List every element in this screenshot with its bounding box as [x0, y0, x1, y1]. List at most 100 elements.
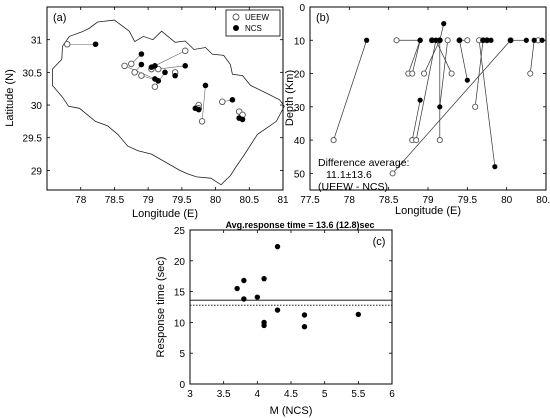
y-tick-label: 0: [179, 380, 185, 391]
x-tick-label: 6: [389, 389, 395, 400]
x-tick-label: 3.5: [217, 389, 231, 400]
ncs-depth-point: [456, 37, 463, 43]
response-time-point: [261, 322, 267, 329]
ncs-depth-point: [492, 164, 498, 170]
depth-pair-line: [439, 40, 449, 107]
ncs-depth-point: [364, 37, 370, 43]
ncs-epicenter-point: [138, 51, 145, 57]
panel-a-map: (a) 78 78.5 79 79.5 80 80.5 81 2929.53030.531 …: [4, 6, 289, 220]
depth-pair-line: [415, 40, 437, 141]
y-tick-label: 5: [179, 349, 185, 360]
panel-c-plot-area: [190, 243, 392, 330]
ueew-depth-point: [448, 70, 455, 77]
response-time-point: [274, 307, 281, 313]
annotation-note: (UEEW - NCS): [318, 181, 388, 193]
ncs-depth-point: [433, 37, 439, 43]
ueew-epicenter-point: [128, 60, 135, 68]
y-tick-label: 10: [294, 36, 306, 47]
panel-a-label: (a): [53, 12, 66, 24]
y-tick-label: 0: [299, 3, 305, 14]
x-tick-label: 78: [75, 195, 87, 206]
panel-a-x-ticks: 78 78.5 79 79.5 80 80.5 81: [75, 7, 289, 206]
ncs-epicenter-point: [195, 106, 202, 113]
ncs-epicenter-point: [92, 41, 99, 48]
panel-a-plot-area: [52, 19, 285, 186]
y-tick-label: 15: [174, 288, 186, 299]
ueew-epicenter-point: [138, 72, 145, 79]
ueew-epicenter-point: [121, 62, 128, 70]
ueew-depth-point: [527, 70, 534, 77]
response-time-point: [254, 294, 261, 300]
x-tick-label: 77.5: [300, 195, 320, 206]
ueew-epicenter-point: [151, 83, 159, 90]
x-tick-label: 78.5: [105, 195, 125, 206]
panel-b-x-ticks: 77.5 78 78.5 79 79.5 80 80.5: [300, 7, 550, 206]
x-tick-label: 3: [187, 389, 193, 400]
legend-ncs-marker: [233, 25, 239, 31]
annotation-title: Difference average:: [318, 157, 409, 169]
panel-c-label: (c): [373, 236, 386, 248]
legend-ueew-label: UEEW: [245, 13, 269, 22]
panel-a-y-ticks: 29 29.5 30 30.5 31: [23, 36, 283, 177]
ncs-depth-point: [441, 21, 447, 27]
x-tick-label: 80.5: [240, 195, 260, 206]
ueew-epicenter-point: [131, 69, 138, 76]
x-tick-label: 80: [210, 195, 222, 206]
ueew-depth-point: [393, 37, 400, 44]
panel-b-annotation: Difference average: 11.1±13.6 (UEEW - NC…: [318, 157, 409, 193]
ncs-epicenter-point: [202, 82, 209, 89]
x-tick-label: 80.5: [536, 195, 550, 206]
legend-ncs-label: NCS: [245, 24, 262, 33]
x-tick-label: 80: [501, 195, 513, 206]
x-tick-label: 4: [255, 389, 261, 400]
ncs-depth-point: [480, 37, 486, 43]
panel-a-y-axis-label: Latitude (N): [4, 69, 16, 126]
ueew-epicenter-point: [63, 41, 71, 48]
depth-pair-line: [392, 40, 511, 174]
panel-b-y-axis-label: Depth (Km): [284, 70, 296, 126]
ueew-depth-point: [444, 37, 451, 44]
depth-pair-line: [435, 40, 452, 74]
panel-a-x-axis-label: Longitude (E): [132, 208, 198, 220]
ncs-depth-point: [437, 37, 443, 43]
depth-pair-line: [478, 40, 496, 167]
panel-c-x-axis-label: M (NCS): [270, 405, 313, 417]
response-time-point: [241, 277, 247, 284]
pair-connector-line: [124, 65, 156, 80]
x-tick-label: 79: [143, 195, 155, 206]
x-tick-label: 78: [344, 195, 356, 206]
ncs-depth-point: [523, 37, 529, 43]
y-tick-label: 25: [174, 226, 186, 237]
ncs-depth-point: [508, 37, 514, 43]
panel-b-x-axis-label: Longitude (E): [395, 205, 461, 217]
ueew-depth-point: [421, 70, 428, 77]
x-tick-label: 5: [322, 389, 328, 400]
annotation-value: 11.1±13.6: [326, 169, 372, 181]
x-tick-label: 78.5: [379, 195, 399, 206]
y-tick-label: 31: [31, 36, 43, 47]
response-time-point: [241, 296, 247, 302]
ncs-depth-point: [488, 37, 494, 43]
panel-c-title: Avg.response time = 13.6 (12.8)sec: [226, 220, 375, 230]
x-tick-label: 79.5: [458, 195, 478, 206]
ueew-depth-point: [464, 37, 471, 44]
y-tick-label: 50: [294, 169, 306, 180]
y-tick-label: 29.5: [23, 134, 43, 145]
x-tick-label: 4.5: [284, 389, 298, 400]
panel-c-frame: [189, 229, 393, 385]
pair-connector-line: [154, 50, 186, 67]
ueew-epicenter-point: [219, 98, 226, 106]
ncs-epicenter-point: [239, 116, 246, 123]
state-boundary-outline: [52, 19, 285, 186]
ueew-depth-point: [413, 137, 420, 144]
depth-pair-line: [423, 40, 441, 74]
depth-pair-line: [411, 40, 421, 74]
response-time-point: [274, 243, 281, 250]
depth-pair-line: [474, 40, 484, 107]
depth-pair-line: [529, 40, 535, 74]
ncs-depth-point: [464, 77, 470, 83]
depth-pair-line: [333, 40, 367, 141]
x-tick-label: 79.5: [172, 195, 192, 206]
pair-connector-line: [201, 85, 206, 122]
